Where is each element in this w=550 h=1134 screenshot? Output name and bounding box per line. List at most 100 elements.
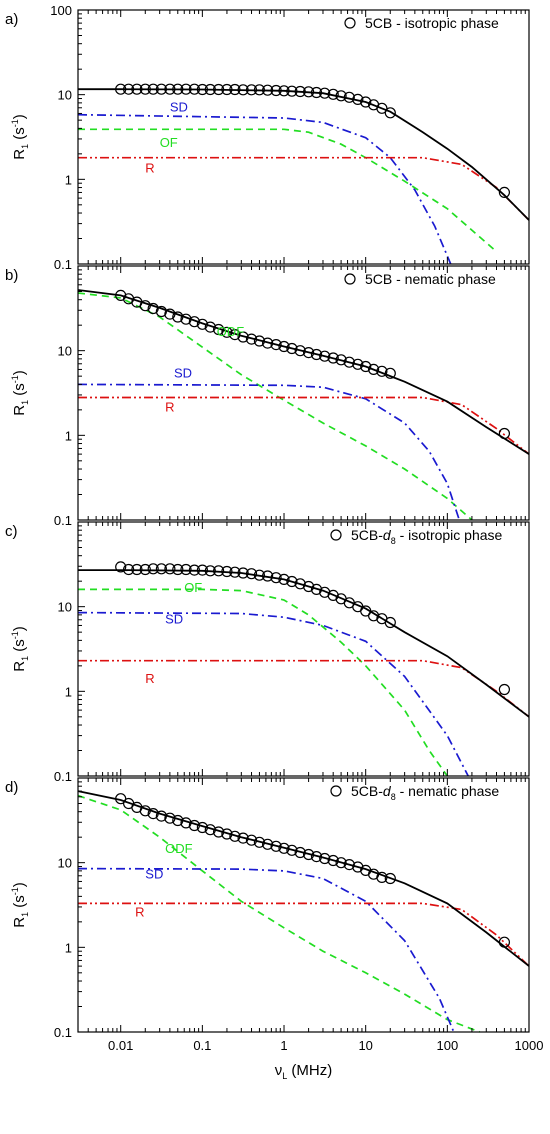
data-point [131, 563, 143, 576]
data-point [180, 313, 192, 325]
data-point [115, 83, 127, 95]
y-axis-label-base: R [11, 149, 28, 160]
y-tick-label: 10 [58, 600, 72, 615]
data-point [139, 300, 151, 312]
data-point [245, 84, 258, 96]
series-line-of [78, 588, 448, 777]
data-point [229, 566, 241, 578]
data-point [196, 821, 208, 834]
data-point [204, 321, 216, 333]
data-point [360, 605, 372, 617]
y-tick-label: 1 [65, 684, 72, 699]
y-axis-label-base: R [11, 917, 28, 928]
plot-frame [77, 9, 530, 265]
data-point [343, 356, 355, 368]
data-point [376, 871, 388, 884]
x-axis-label-sub: L [282, 1071, 287, 1081]
data-point [286, 85, 298, 97]
data-point [188, 316, 200, 328]
data-point [123, 83, 135, 95]
data-point [188, 819, 200, 832]
data-point [253, 569, 265, 581]
data-point [180, 83, 192, 95]
data-point [155, 810, 167, 822]
data-point [147, 83, 159, 95]
data-point [245, 568, 258, 580]
legend-text-sub: 8 [391, 536, 396, 546]
data-point [213, 565, 225, 577]
y-axis-label: R1 (s-1) [10, 114, 30, 160]
series-label-odf: ODF [165, 841, 193, 856]
x-tick-label: 1 [280, 1038, 287, 1053]
data-point [278, 573, 290, 586]
data-point [196, 564, 208, 576]
data-point [204, 565, 216, 577]
data-point [384, 616, 396, 629]
data-point [196, 83, 208, 96]
fit-line [78, 569, 530, 718]
data-point [229, 329, 241, 341]
data-point [286, 844, 298, 856]
data-point [303, 580, 315, 593]
y-tick-label: 0.1 [54, 1025, 72, 1040]
legend-text-d: d [383, 527, 392, 543]
x-tick-label: 100 [436, 1038, 458, 1053]
data-point [164, 563, 176, 575]
data-point [155, 83, 167, 95]
data-point [139, 83, 151, 95]
data-point [335, 90, 347, 102]
x-axis-label: νL (MHz) [275, 1062, 333, 1081]
data-point [123, 563, 135, 576]
y-axis-label: R1 (s-1) [10, 882, 30, 928]
x-axis-label-unit: (MHz) [287, 1062, 332, 1079]
data-point [319, 852, 331, 865]
data-point [237, 567, 249, 579]
y-tick-label: 0.1 [54, 769, 72, 784]
series-line-sd [77, 867, 455, 1033]
series-line-r [78, 659, 530, 718]
data-point [188, 564, 200, 576]
data-point [294, 578, 306, 590]
y-axis-label: R1 (s-1) [10, 370, 30, 416]
x-tick-label: 0.01 [108, 1038, 133, 1053]
data-point [188, 83, 200, 95]
panel-label: c) [5, 523, 18, 540]
legend-text: 5CB - isotropic phase [365, 15, 499, 31]
x-axis-label-base: ν [275, 1062, 283, 1079]
legend-text-main: 5CB- [351, 783, 383, 799]
series-label-r: R [135, 905, 144, 920]
x-tick-label: 10 [358, 1038, 372, 1053]
series-line-sd [77, 383, 461, 521]
data-point [253, 84, 265, 96]
legend-text-sub: 8 [391, 792, 396, 802]
legend-text-main: 5CB- [351, 527, 383, 543]
data-point [360, 360, 372, 373]
data-point [172, 814, 184, 827]
data-point [327, 88, 339, 100]
legend-marker [344, 17, 356, 29]
data-point [376, 365, 388, 377]
legend-text: 5CB-d8 - nematic phase [351, 783, 499, 802]
data-point [221, 565, 233, 578]
y-tick-label: 0.1 [54, 257, 72, 272]
y-axis-label-base: R [11, 405, 28, 416]
series-label-of: OF [160, 135, 178, 150]
data-point [221, 828, 233, 840]
data-point [204, 824, 216, 836]
legend-text-tail: - isotropic phase [396, 527, 503, 543]
plot-frame [77, 521, 530, 777]
data-point [262, 570, 274, 582]
data-point [294, 846, 306, 859]
y-axis-label-unit-end: ) [11, 370, 28, 375]
series-label-of: OF [184, 580, 202, 595]
y-axis-label-sub: 1 [20, 912, 30, 917]
data-point [237, 84, 249, 96]
data-point [498, 683, 510, 696]
series-line-r [78, 902, 530, 967]
plot-frame [77, 777, 530, 1033]
legend-text-d: d [383, 783, 392, 799]
y-axis-label-sub: 1 [20, 656, 30, 661]
data-point [270, 840, 282, 852]
